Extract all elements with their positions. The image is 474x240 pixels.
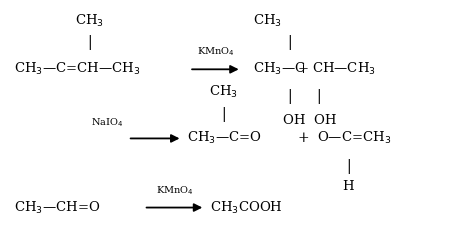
Text: CH$_3$—C=CH—CH$_3$: CH$_3$—C=CH—CH$_3$ bbox=[14, 61, 140, 77]
Text: KMnO$_4$: KMnO$_4$ bbox=[197, 46, 235, 58]
Text: O—C=CH$_3$: O—C=CH$_3$ bbox=[317, 130, 391, 146]
Text: CH$_3$—C=O: CH$_3$—C=O bbox=[187, 130, 262, 146]
Text: |: | bbox=[317, 90, 321, 104]
Text: NaIO$_4$: NaIO$_4$ bbox=[91, 116, 123, 129]
Text: CH$_3$: CH$_3$ bbox=[253, 13, 282, 29]
Text: CH—CH$_3$: CH—CH$_3$ bbox=[312, 61, 376, 77]
Text: +: + bbox=[297, 132, 309, 145]
Text: H: H bbox=[343, 180, 354, 193]
Text: |: | bbox=[287, 90, 292, 104]
Text: |: | bbox=[87, 35, 91, 50]
Text: KMnO$_4$: KMnO$_4$ bbox=[156, 184, 193, 197]
Text: |: | bbox=[287, 35, 292, 50]
Text: CH$_3$: CH$_3$ bbox=[74, 13, 104, 29]
Text: +: + bbox=[298, 63, 309, 76]
Text: CH$_3$COOH: CH$_3$COOH bbox=[210, 199, 283, 216]
Text: CH$_3$: CH$_3$ bbox=[209, 84, 238, 100]
Text: CH$_3$—CH=O: CH$_3$—CH=O bbox=[14, 199, 100, 216]
Text: |: | bbox=[346, 159, 351, 174]
Text: OH  OH: OH OH bbox=[283, 114, 336, 126]
Text: |: | bbox=[221, 107, 226, 122]
Text: CH$_3$—C: CH$_3$—C bbox=[253, 61, 306, 77]
